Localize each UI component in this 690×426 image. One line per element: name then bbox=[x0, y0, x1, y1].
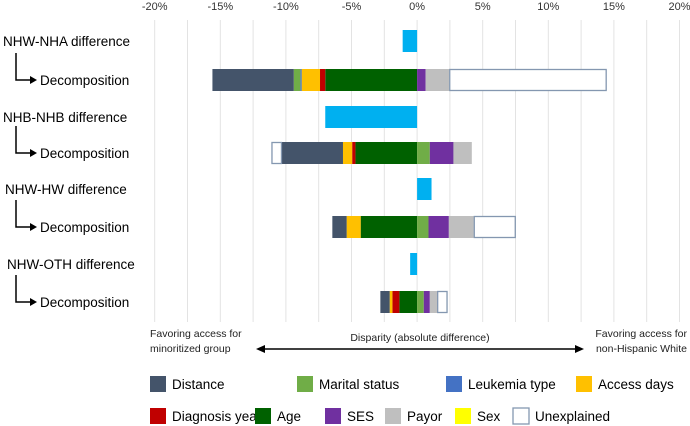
annotation-right-line1: Favoring access for bbox=[595, 328, 687, 340]
segment-distance bbox=[332, 216, 347, 238]
legend-label: Unexplained bbox=[535, 409, 610, 424]
segment-payor bbox=[429, 291, 438, 313]
arrow-head-icon bbox=[30, 149, 37, 157]
segment-age bbox=[360, 216, 418, 238]
segment-ses bbox=[417, 69, 426, 91]
segment-unexplained bbox=[271, 141, 283, 165]
arrow-right-icon bbox=[575, 345, 584, 353]
legend-label: Sex bbox=[477, 409, 501, 424]
arrow-head-icon bbox=[30, 76, 37, 84]
x-tick-label: 0% bbox=[409, 1, 425, 13]
annotation-left-line2: minoritized group bbox=[150, 343, 231, 355]
arrow-head-icon bbox=[30, 223, 37, 231]
segment-marital-status bbox=[417, 142, 430, 164]
segment-payor bbox=[453, 142, 472, 164]
segment-age bbox=[355, 142, 418, 164]
legend-swatch bbox=[446, 376, 462, 392]
legend-label: Access days bbox=[598, 377, 674, 392]
annotation-left-line1: Favoring access for bbox=[150, 328, 242, 340]
legend-swatch bbox=[385, 408, 401, 424]
segment-diagnosis-year bbox=[352, 142, 356, 164]
legend-swatch bbox=[150, 376, 166, 392]
segment-leukemia-type bbox=[300, 69, 302, 91]
difference-bar bbox=[410, 253, 418, 275]
legend-label: SES bbox=[347, 409, 374, 424]
segment-age bbox=[399, 291, 418, 313]
segment-diagnosis-year bbox=[392, 291, 400, 313]
legend-swatch bbox=[150, 408, 166, 424]
annotation-center: Disparity (absolute difference) bbox=[350, 332, 489, 344]
arrow-left-icon bbox=[256, 345, 265, 353]
legend-swatch bbox=[325, 408, 341, 424]
connector-arrow bbox=[15, 126, 34, 154]
x-tick-label: 20% bbox=[668, 1, 690, 13]
annotation-right-line2: non-Hispanic White bbox=[596, 343, 687, 355]
segment-distance bbox=[281, 142, 343, 164]
segment-ses bbox=[429, 142, 454, 164]
connector-arrow bbox=[15, 275, 34, 303]
legend-label: Leukemia type bbox=[468, 377, 556, 392]
row-label: Decomposition bbox=[40, 295, 129, 310]
segment-marital-status bbox=[417, 291, 424, 313]
row-label: Decomposition bbox=[40, 220, 129, 235]
x-tick-label: -10% bbox=[273, 1, 299, 13]
segment-marital-status bbox=[293, 69, 301, 91]
segment-access-days bbox=[301, 69, 321, 91]
x-tick-label: -5% bbox=[342, 1, 362, 13]
segment-ses bbox=[428, 216, 449, 238]
difference-bar bbox=[402, 30, 418, 52]
segment-unexplained bbox=[437, 290, 448, 314]
segment-access-days bbox=[389, 291, 393, 313]
segment-payor bbox=[448, 216, 474, 238]
row-label: NHB-NHB difference bbox=[3, 110, 127, 125]
legend-swatch bbox=[255, 408, 271, 424]
segment-unexplained bbox=[449, 68, 607, 92]
legend-swatch bbox=[297, 376, 313, 392]
row-label: NHW-HW difference bbox=[5, 182, 127, 197]
x-tick-label: -20% bbox=[142, 1, 168, 13]
segment-access-days bbox=[342, 142, 353, 164]
row-label: NHW-OTH difference bbox=[7, 257, 135, 272]
x-tick-label: 5% bbox=[475, 1, 491, 13]
segment-age bbox=[325, 69, 418, 91]
arrow-head-icon bbox=[30, 298, 37, 306]
legend-label: Payor bbox=[407, 409, 443, 424]
segment-access-days bbox=[346, 216, 361, 238]
legend-label: Diagnosis year bbox=[172, 409, 262, 424]
difference-bar bbox=[325, 106, 418, 128]
row-label: NHW-NHA difference bbox=[3, 34, 130, 49]
segment-unexplained bbox=[473, 215, 516, 239]
segment-distance bbox=[380, 291, 390, 313]
legend-swatch bbox=[512, 407, 530, 425]
x-tick-label: -15% bbox=[207, 1, 233, 13]
legend-swatch bbox=[455, 408, 471, 424]
row-label: Decomposition bbox=[40, 73, 129, 88]
x-tick-label: 10% bbox=[537, 1, 559, 13]
legend-label: Marital status bbox=[319, 377, 400, 392]
segment-marital-status bbox=[417, 216, 429, 238]
legend-label: Age bbox=[277, 409, 301, 424]
x-tick-label: 15% bbox=[603, 1, 625, 13]
segment-diagnosis-year bbox=[320, 69, 326, 91]
segment-distance bbox=[212, 69, 294, 91]
difference-bar bbox=[417, 178, 432, 200]
row-label: Decomposition bbox=[40, 146, 129, 161]
connector-arrow bbox=[15, 200, 34, 228]
connector-arrow bbox=[15, 53, 34, 81]
legend-label: Distance bbox=[172, 377, 225, 392]
segment-payor bbox=[425, 69, 450, 91]
legend-swatch bbox=[576, 376, 592, 392]
segment-ses bbox=[423, 291, 430, 313]
